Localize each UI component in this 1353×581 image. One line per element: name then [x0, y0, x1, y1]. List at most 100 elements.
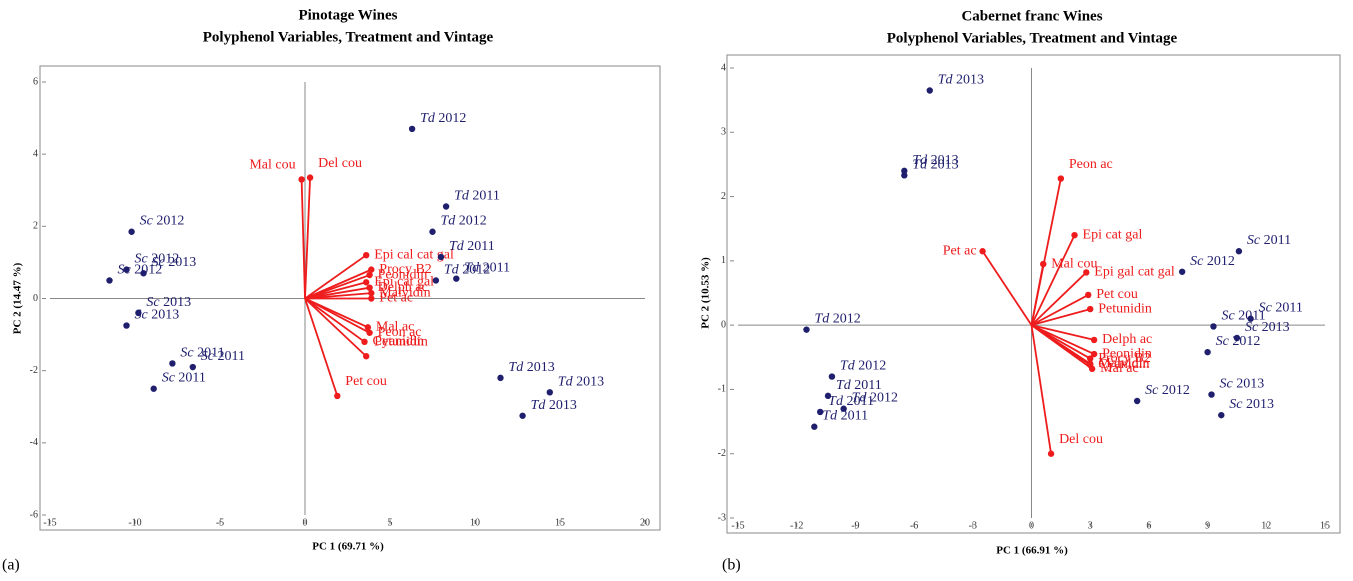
- point-label: Td 2013: [912, 153, 958, 168]
- score-point: [106, 277, 113, 284]
- x-axis-label: PC 1 (66.91 %): [996, 545, 1068, 557]
- vector-tip: [368, 295, 375, 302]
- vector-label: Del cou: [1059, 432, 1103, 447]
- score-point: [519, 412, 526, 419]
- vector-label: Cyanidin: [373, 334, 424, 349]
- vector-label: Epi gal cat gal: [1094, 265, 1175, 280]
- point-label: Td 2011: [836, 378, 882, 393]
- score-point: [926, 87, 933, 94]
- point-treatment: Sc: [152, 255, 166, 270]
- vector-tip: [366, 271, 373, 279]
- score-point: [189, 363, 196, 371]
- y-tick-label: -1: [718, 384, 726, 395]
- y-tick-label: 4: [33, 148, 38, 159]
- point-label: Td 2011: [449, 239, 495, 254]
- point-label: Sc 2013: [135, 308, 180, 323]
- point-vintage: 2013: [1246, 397, 1274, 412]
- point-vintage: 2012: [858, 359, 886, 374]
- loading-vector: [304, 177, 311, 299]
- vector-tip: [1040, 260, 1047, 268]
- point-vintage: 2011: [1275, 301, 1302, 316]
- point-treatment: Sc: [201, 349, 215, 364]
- point-treatment: Sc: [1229, 397, 1243, 412]
- x-tick-label: -12: [790, 520, 803, 531]
- point-vintage: 2013: [931, 158, 959, 173]
- vector-tip: [1087, 305, 1094, 313]
- point-label: Sc 2011: [1221, 309, 1265, 324]
- point-vintage: 2012: [1162, 383, 1190, 398]
- score-point: [1218, 411, 1225, 419]
- vector-tip: [368, 266, 375, 273]
- vector-label: Peonidin: [378, 267, 428, 282]
- x-tick-label: -6: [910, 520, 918, 531]
- score-point: [1178, 268, 1186, 275]
- point-label: Td 2011: [454, 189, 500, 204]
- point-treatment: Td: [558, 375, 574, 390]
- x-tick-label: 6: [1146, 520, 1151, 531]
- point-label: Td 2011: [822, 409, 868, 424]
- loading-vector: [304, 281, 367, 300]
- score-point: [1235, 248, 1243, 255]
- loading-vector: [1031, 324, 1095, 355]
- loading-vector: [304, 297, 371, 334]
- point-label: Td 2012: [441, 214, 487, 229]
- point-label: Td 2013: [558, 375, 604, 390]
- score-point: [429, 228, 436, 235]
- chart: Cabernet franc Wines Polyphenol Variables…: [700, 8, 1341, 574]
- vector-tip: [306, 174, 314, 181]
- chart-title: Pinotage Wines: [298, 7, 397, 23]
- point-treatment: Sc: [1221, 309, 1235, 324]
- score-point: [135, 309, 142, 317]
- x-tick-label: 12: [1261, 520, 1271, 531]
- point-vintage: 2011: [218, 349, 245, 364]
- y-tick-label: -6: [30, 509, 38, 520]
- point-treatment: Sc: [1216, 334, 1230, 349]
- y-tick-label: 0: [721, 319, 726, 330]
- vector-tip: [1047, 450, 1055, 457]
- y-tick-label: 3: [721, 127, 726, 138]
- vector-tip: [363, 353, 370, 360]
- vector-label: Pet cou: [1096, 287, 1138, 302]
- y-tick-label: 2: [33, 221, 38, 232]
- vector-tip: [334, 392, 341, 400]
- y-axis-label: PC 2 (10.53 %): [700, 257, 712, 329]
- loading-vector: [1030, 324, 1091, 366]
- score-point: [824, 392, 832, 400]
- point-treatment: Td: [938, 73, 954, 88]
- point-label: Sc 2011: [162, 371, 206, 386]
- vector-tip: [979, 248, 986, 255]
- x-tick-label: 10: [470, 517, 480, 528]
- point-vintage: 2013: [956, 73, 984, 88]
- loading-vector: [1031, 324, 1095, 341]
- loading-vector: [1031, 294, 1089, 326]
- vector-label: Cyanidin: [1098, 357, 1149, 372]
- loading-vector: [1030, 234, 1076, 326]
- point-treatment: Td: [814, 312, 830, 327]
- vector-tip: [361, 338, 368, 345]
- point-treatment: Sc: [1259, 301, 1273, 316]
- vector-tip: [1087, 361, 1094, 369]
- point-treatment: Sc: [1145, 383, 1159, 398]
- point-label: Sc 2013: [152, 255, 197, 270]
- point-vintage: 2012: [833, 312, 861, 327]
- point-label: Td 2012: [814, 312, 860, 327]
- point-label: Sc 2012: [135, 252, 180, 267]
- y-tick-label: -3: [718, 512, 726, 523]
- point-label: Sc 2011: [180, 346, 224, 361]
- vector-label: Malvidin: [1098, 356, 1149, 371]
- x-tick-label: 15: [1320, 520, 1330, 531]
- y-tick-label: -2: [30, 365, 38, 376]
- point-vintage: 2012: [438, 111, 466, 126]
- vector-tip: [368, 289, 375, 297]
- chart-subtitle: Polyphenol Variables, Treatment and Vint…: [887, 30, 1178, 46]
- score-point: [123, 266, 130, 273]
- score-point: [811, 423, 818, 430]
- point-treatment: Sc: [180, 346, 194, 361]
- point-treatment: Td: [441, 214, 457, 229]
- point-vintage: 2013: [1236, 377, 1264, 392]
- panel-label: (a): [2, 557, 20, 574]
- point-label: Sc 2012: [118, 263, 163, 278]
- point-treatment: Td: [509, 360, 525, 375]
- vector-tip: [1083, 269, 1090, 276]
- score-point: [169, 360, 176, 367]
